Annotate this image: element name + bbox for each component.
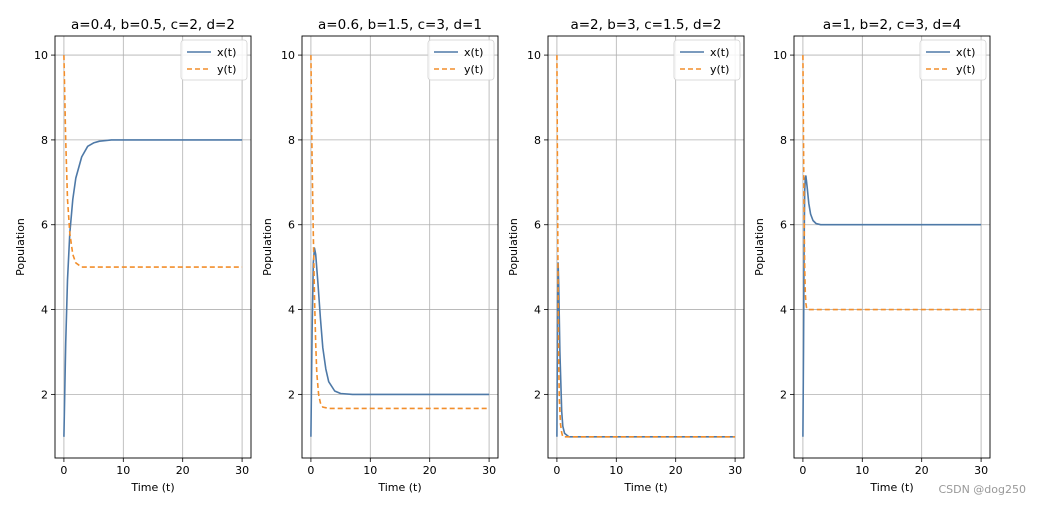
x-axis-label: Time (t): [377, 481, 421, 494]
x-tick-label: 0: [307, 464, 314, 477]
y-tick-label: 10: [34, 49, 48, 62]
x-tick-label: 10: [116, 464, 130, 477]
series-line-y: [310, 55, 490, 410]
y-tick-label: 6: [288, 219, 295, 232]
y-tick-label: 8: [288, 134, 295, 147]
watermark: CSDN @dog250: [938, 483, 1026, 496]
chart-panel-2: 0 10 20 30 2 4 6 8 10 a=0.6, b=1.5, c=3, d=1 Time …: [261, 17, 499, 494]
series-line-x: [63, 139, 243, 437]
series-line-y: [802, 55, 982, 311]
plot-frame: [793, 35, 991, 459]
x-axis-label: Time (t): [130, 481, 174, 494]
chart-panel-3: 0 10 20 30 2 4 6 8 10 a=2, b=3, c=1.5, d=2 Time (t…: [507, 17, 745, 494]
legend-box: [673, 39, 741, 81]
x-tick-label: 10: [855, 464, 869, 477]
series-line-y: [63, 55, 243, 268]
x-tick-label: 20: [176, 464, 190, 477]
x-tick-label: 0: [60, 464, 67, 477]
y-tick-label: 6: [780, 219, 787, 232]
legend: x(t) y(t): [427, 39, 495, 81]
legend-label: x(t): [217, 46, 236, 59]
y-tick-label: 8: [534, 134, 541, 147]
legend-label: y(t): [710, 63, 729, 76]
legend-label: x(t): [464, 46, 483, 59]
plot-frame: [301, 35, 499, 459]
y-tick-label: 4: [288, 304, 295, 317]
legend-box: [427, 39, 495, 81]
x-tick-label: 20: [669, 464, 683, 477]
x-tick-label: 30: [235, 464, 249, 477]
x-axis-label: Time (t): [869, 481, 913, 494]
x-tick-label: 20: [423, 464, 437, 477]
x-axis-label: Time (t): [623, 481, 667, 494]
x-tick-label: 30: [728, 464, 742, 477]
y-tick-label: 10: [773, 49, 787, 62]
legend-label: y(t): [956, 63, 975, 76]
x-tick-label: 10: [609, 464, 623, 477]
y-tick-label: 4: [41, 304, 48, 317]
x-tick-label: 0: [799, 464, 806, 477]
legend-label: x(t): [710, 46, 729, 59]
legend: x(t) y(t): [180, 39, 248, 81]
legend-box: [919, 39, 987, 81]
legend-box: [180, 39, 248, 81]
plot-frame: [547, 35, 745, 459]
chart-title: a=2, b=3, c=1.5, d=2: [570, 17, 721, 33]
y-axis-label: Population: [14, 218, 27, 276]
y-tick-label: 2: [534, 388, 541, 401]
y-tick-label: 8: [41, 134, 48, 147]
legend: x(t) y(t): [673, 39, 741, 81]
y-tick-label: 4: [780, 304, 787, 317]
series-line-x: [556, 262, 736, 438]
y-tick-label: 4: [534, 304, 541, 317]
legend-label: y(t): [217, 63, 236, 76]
y-axis-label: Population: [753, 218, 766, 276]
legend-label: y(t): [464, 63, 483, 76]
y-tick-label: 10: [527, 49, 541, 62]
x-tick-label: 30: [482, 464, 496, 477]
chart-title: a=0.4, b=0.5, c=2, d=2: [71, 17, 235, 33]
x-tick-label: 10: [363, 464, 377, 477]
y-tick-label: 6: [41, 219, 48, 232]
chart-panel-1: 0 10 20 30 2 4 6 8 10 a=0.4, b=0.5, c=2, d=2 Time …: [14, 17, 252, 494]
y-tick-label: 10: [281, 49, 295, 62]
series-line-x: [802, 175, 982, 437]
x-tick-label: 0: [553, 464, 560, 477]
x-tick-label: 30: [974, 464, 988, 477]
y-axis-label: Population: [261, 218, 274, 276]
y-tick-label: 2: [288, 388, 295, 401]
chart-title: a=1, b=2, c=3, d=4: [823, 17, 961, 33]
series-line-y: [556, 55, 736, 438]
legend-label: x(t): [956, 46, 975, 59]
legend: x(t) y(t): [919, 39, 987, 81]
y-tick-label: 6: [534, 219, 541, 232]
chart-panel-4: 0 10 20 30 2 4 6 8 10 a=1, b=2, c=3, d=4 Time (t) P…: [753, 17, 991, 494]
y-tick-label: 8: [780, 134, 787, 147]
y-tick-label: 2: [41, 388, 48, 401]
chart-title: a=0.6, b=1.5, c=3, d=1: [318, 17, 482, 33]
y-axis-label: Population: [507, 218, 520, 276]
x-tick-label: 20: [915, 464, 929, 477]
y-tick-label: 2: [780, 388, 787, 401]
plot-frame: [54, 35, 252, 459]
